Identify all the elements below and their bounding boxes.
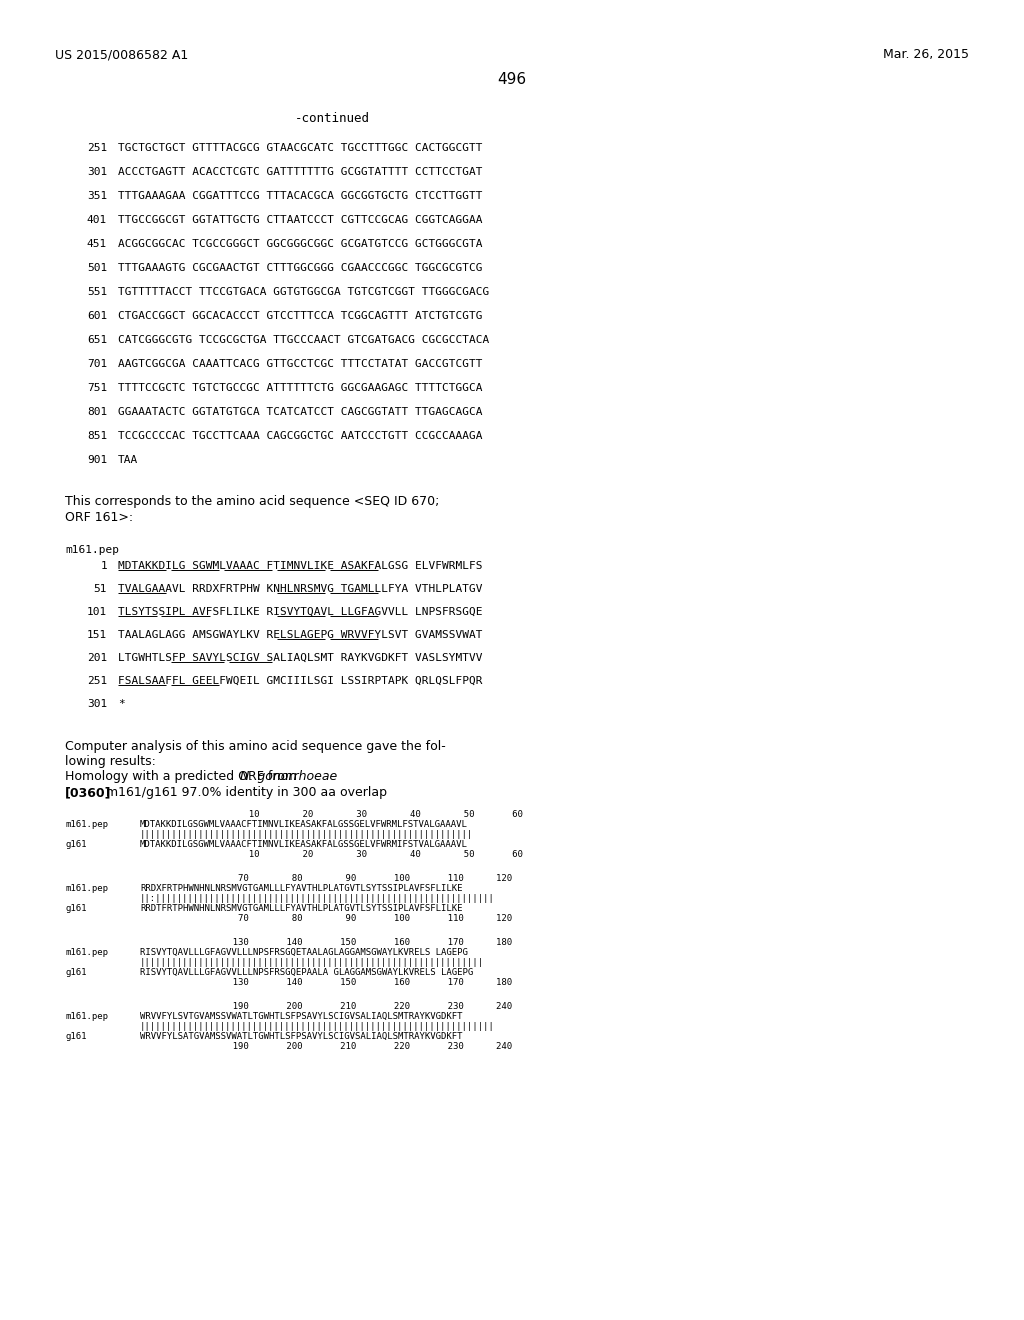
Text: 301: 301 — [87, 168, 106, 177]
Text: ACGGCGGCAC TCGCCGGGCT GGCGGGCGGC GCGATGTCCG GCTGGGCGTA: ACGGCGGCAC TCGCCGGGCT GGCGGGCGGC GCGATGT… — [118, 239, 482, 249]
Text: RRDTFRTPHWNHNLNRSMVGTGAMLLLFYAVTHLPLATGVTLSYTSSIPLAVFSFLILKE: RRDTFRTPHWNHNLNRSMVGTGAMLLLFYAVTHLPLATGV… — [140, 904, 463, 913]
Text: 10        20        30        40        50       60: 10 20 30 40 50 60 — [195, 850, 523, 859]
Text: Homology with a predicted ORF from: Homology with a predicted ORF from — [65, 770, 301, 783]
Text: TTGCCGGCGT GGTATTGCTG CTTAATCCCT CGTTCCGCAG CGGTCAGGAA: TTGCCGGCGT GGTATTGCTG CTTAATCCCT CGTTCCG… — [118, 215, 482, 224]
Text: RRDXFRTPHWNHNLNRSMVGTGAMLLLFYAVTHLPLATGVTLSYTSSIPLAVFSFLILKE: RRDXFRTPHWNHNLNRSMVGTGAMLLLFYAVTHLPLATGV… — [140, 884, 463, 894]
Text: Mar. 26, 2015: Mar. 26, 2015 — [883, 48, 969, 61]
Text: TLSYTSSIPL AVFSFLILKE RISVYTQAVL LLGFAGVVLL LNPSFRSGQE: TLSYTSSIPL AVFSFLILKE RISVYTQAVL LLGFAGV… — [118, 607, 482, 616]
Text: 70        80        90       100       110      120: 70 80 90 100 110 120 — [195, 913, 512, 923]
Text: 51: 51 — [93, 583, 106, 594]
Text: 501: 501 — [87, 263, 106, 273]
Text: MDTAKKDILGSGWMLVAAACFTIMNVLIKEASAKFALGSSGELVFWRMLFSTVALGAAAVL: MDTAKKDILGSGWMLVAAACFTIMNVLIKEASAKFALGSS… — [140, 820, 468, 829]
Text: 70        80        90       100       110      120: 70 80 90 100 110 120 — [195, 874, 512, 883]
Text: g161: g161 — [65, 904, 86, 913]
Text: 201: 201 — [87, 653, 106, 663]
Text: TGTTTTTACCT TTCCGTGACA GGTGTGGCGA TGTCGTCGGT TTGGGCGACG: TGTTTTTACCT TTCCGTGACA GGTGTGGCGA TGTCGT… — [118, 286, 489, 297]
Text: 130       140       150       160       170      180: 130 140 150 160 170 180 — [195, 939, 512, 946]
Text: LTGWHTLSFP SAVYLSCIGV SALIAQLSMT RAYKVGDKFT VASLSYMTVV: LTGWHTLSFP SAVYLSCIGV SALIAQLSMT RAYKVGD… — [118, 653, 482, 663]
Text: 1: 1 — [100, 561, 106, 572]
Text: MDTAKKDILGSGWMLVAAACFTIMNVLIKEASAKFALGSSGELVFWRMIFSTVALGAAAVL: MDTAKKDILGSGWMLVAAACFTIMNVLIKEASAKFALGSS… — [140, 840, 468, 849]
Text: TTTGAAAGAA CGGATTTCCG TTTACACGCA GGCGGTGCTG CTCCTTGGTT: TTTGAAAGAA CGGATTTCCG TTTACACGCA GGCGGTG… — [118, 191, 482, 201]
Text: 451: 451 — [87, 239, 106, 249]
Text: g161: g161 — [65, 1032, 86, 1041]
Text: 190       200       210       220       230      240: 190 200 210 220 230 240 — [195, 1002, 512, 1011]
Text: g161: g161 — [65, 968, 86, 977]
Text: WRVVFYLSATGVAMSSVWATLTGWHTLSFPSAVYLSCIGVSALIAQLSMTRAYKVGDKFT: WRVVFYLSATGVAMSSVWATLTGWHTLSFPSAVYLSCIGV… — [140, 1032, 463, 1041]
Text: m161.pep: m161.pep — [65, 1012, 108, 1020]
Text: 401: 401 — [87, 215, 106, 224]
Text: Computer analysis of this amino acid sequence gave the fol-: Computer analysis of this amino acid seq… — [65, 741, 445, 752]
Text: m161.pep: m161.pep — [65, 820, 108, 829]
Text: 496: 496 — [498, 73, 526, 87]
Text: 551: 551 — [87, 286, 106, 297]
Text: 651: 651 — [87, 335, 106, 345]
Text: 901: 901 — [87, 455, 106, 465]
Text: 301: 301 — [87, 700, 106, 709]
Text: N. gonorrhoeae: N. gonorrhoeae — [240, 770, 337, 783]
Text: 751: 751 — [87, 383, 106, 393]
Text: TCCGCCCCAC TGCCTTCAAA CAGCGGCTGC AATCCCTGTT CCGCCAAAGA: TCCGCCCCAC TGCCTTCAAA CAGCGGCTGC AATCCCT… — [118, 432, 482, 441]
Text: 351: 351 — [87, 191, 106, 201]
Text: TTTGAAAGTG CGCGAACTGT CTTTGGCGGG CGAACCCGGC TGGCGCGTCG: TTTGAAAGTG CGCGAACTGT CTTTGGCGGG CGAACCC… — [118, 263, 482, 273]
Text: This corresponds to the amino acid sequence <SEQ ID 670;: This corresponds to the amino acid seque… — [65, 495, 439, 508]
Text: -continued: -continued — [295, 112, 370, 125]
Text: m161/g161 97.0% identity in 300 aa overlap: m161/g161 97.0% identity in 300 aa overl… — [98, 785, 387, 799]
Text: ||||||||||||||||||||||||||||||||||||||||||||||||||||||||||||||: ||||||||||||||||||||||||||||||||||||||||… — [140, 830, 473, 840]
Text: GGAAATACTC GGTATGTGCA TCATCATCCT CAGCGGTATT TTGAGCAGCA: GGAAATACTC GGTATGTGCA TCATCATCCT CAGCGGT… — [118, 407, 482, 417]
Text: TAALAGLAGG AMSGWAYLKV RELSLAGEPG WRVVFYLSVT GVAMSSVWAT: TAALAGLAGG AMSGWAYLKV RELSLAGEPG WRVVFYL… — [118, 630, 482, 640]
Text: 130       140       150       160       170      180: 130 140 150 160 170 180 — [195, 978, 512, 987]
Text: m161.pep: m161.pep — [65, 884, 108, 894]
Text: TTTTCCGCTC TGTCTGCCGC ATTTTTTCTG GGCGAAGAGC TTTTCTGGCA: TTTTCCGCTC TGTCTGCCGC ATTTTTTCTG GGCGAAG… — [118, 383, 482, 393]
Text: 151: 151 — [87, 630, 106, 640]
Text: TGCTGCTGCT GTTTTACGCG GTAACGCATC TGCCTTTGGC CACTGGCGTT: TGCTGCTGCT GTTTTACGCG GTAACGCATC TGCCTTT… — [118, 143, 482, 153]
Text: 251: 251 — [87, 676, 106, 686]
Text: RISVYTQAVLLLGFAGVVLLLNPSFRSGQETAALAGLAGGAMSGWAYLKVRELS LAGEPG: RISVYTQAVLLLGFAGVVLLLNPSFRSGQETAALAGLAGG… — [140, 948, 468, 957]
Text: WRVVFYLSVTGVAMSSVWATLTGWHTLSFPSAVYLSCIGVSALIAQLSMTRAYKVGDKFT: WRVVFYLSVTGVAMSSVWATLTGWHTLSFPSAVYLSCIGV… — [140, 1012, 463, 1020]
Text: g161: g161 — [65, 840, 86, 849]
Text: 251: 251 — [87, 143, 106, 153]
Text: m161.pep: m161.pep — [65, 545, 119, 554]
Text: AAGTCGGCGA CAAATTCACG GTTGCCTCGC TTTCCTATAT GACCGTCGTT: AAGTCGGCGA CAAATTCACG GTTGCCTCGC TTTCCTA… — [118, 359, 482, 370]
Text: ||||||||||||||||||||||||||||||||||||||||||||||||||||||||||||||||||: ||||||||||||||||||||||||||||||||||||||||… — [140, 1022, 495, 1031]
Text: ORF 161>:: ORF 161>: — [65, 511, 133, 524]
Text: 801: 801 — [87, 407, 106, 417]
Text: MDTAKKDILG SGWMLVAAAC FTIMNVLIKE ASAKFALGSG ELVFWRMLFS: MDTAKKDILG SGWMLVAAAC FTIMNVLIKE ASAKFAL… — [118, 561, 482, 572]
Text: CTGACCGGCT GGCACACCCT GTCCTTTCCA TCGGCAGTTT ATCTGTCGTG: CTGACCGGCT GGCACACCCT GTCCTTTCCA TCGGCAG… — [118, 312, 482, 321]
Text: US 2015/0086582 A1: US 2015/0086582 A1 — [55, 48, 188, 61]
Text: ||||||||||||||||||||||||||||||||||||||||||||||||||||||||||||||||: ||||||||||||||||||||||||||||||||||||||||… — [140, 958, 484, 968]
Text: ACCCTGAGTT ACACCTCGTC GATTTTTTTG GCGGTATTTT CCTTCCTGAT: ACCCTGAGTT ACACCTCGTC GATTTTTTTG GCGGTAT… — [118, 168, 482, 177]
Text: FSALSAAFFL GEELFWQEIL GMCIIILSGI LSSIRPTAPK QRLQSLFPQR: FSALSAAFFL GEELFWQEIL GMCIIILSGI LSSIRPT… — [118, 676, 482, 686]
Text: *: * — [118, 700, 125, 709]
Text: TAA: TAA — [118, 455, 138, 465]
Text: ||:|||||||||||||||||||||||||||||||||||||||||||||||||||||||||||||||: ||:|||||||||||||||||||||||||||||||||||||… — [140, 894, 495, 903]
Text: RISVYTQAVLLLGFAGVVLLLNPSFRSGQEPAALA GLAGGAMSGWAYLKVRELS LAGEPG: RISVYTQAVLLLGFAGVVLLLNPSFRSGQEPAALA GLAG… — [140, 968, 473, 977]
Text: [0360]: [0360] — [65, 785, 112, 799]
Text: 190       200       210       220       230      240: 190 200 210 220 230 240 — [195, 1041, 512, 1051]
Text: m161.pep: m161.pep — [65, 948, 108, 957]
Text: 10        20        30        40        50       60: 10 20 30 40 50 60 — [195, 810, 523, 818]
Text: 101: 101 — [87, 607, 106, 616]
Text: 851: 851 — [87, 432, 106, 441]
Text: CATCGGGCGTG TCCGCGCTGA TTGCCCAACT GTCGATGACG CGCGCCTACA: CATCGGGCGTG TCCGCGCTGA TTGCCCAACT GTCGAT… — [118, 335, 489, 345]
Text: TVALGAAAVL RRDXFRTPHW KNHLNRSMVG TGAMLLLFYA VTHLPLATGV: TVALGAAAVL RRDXFRTPHW KNHLNRSMVG TGAMLLL… — [118, 583, 482, 594]
Text: 701: 701 — [87, 359, 106, 370]
Text: lowing results:: lowing results: — [65, 755, 156, 768]
Text: 601: 601 — [87, 312, 106, 321]
